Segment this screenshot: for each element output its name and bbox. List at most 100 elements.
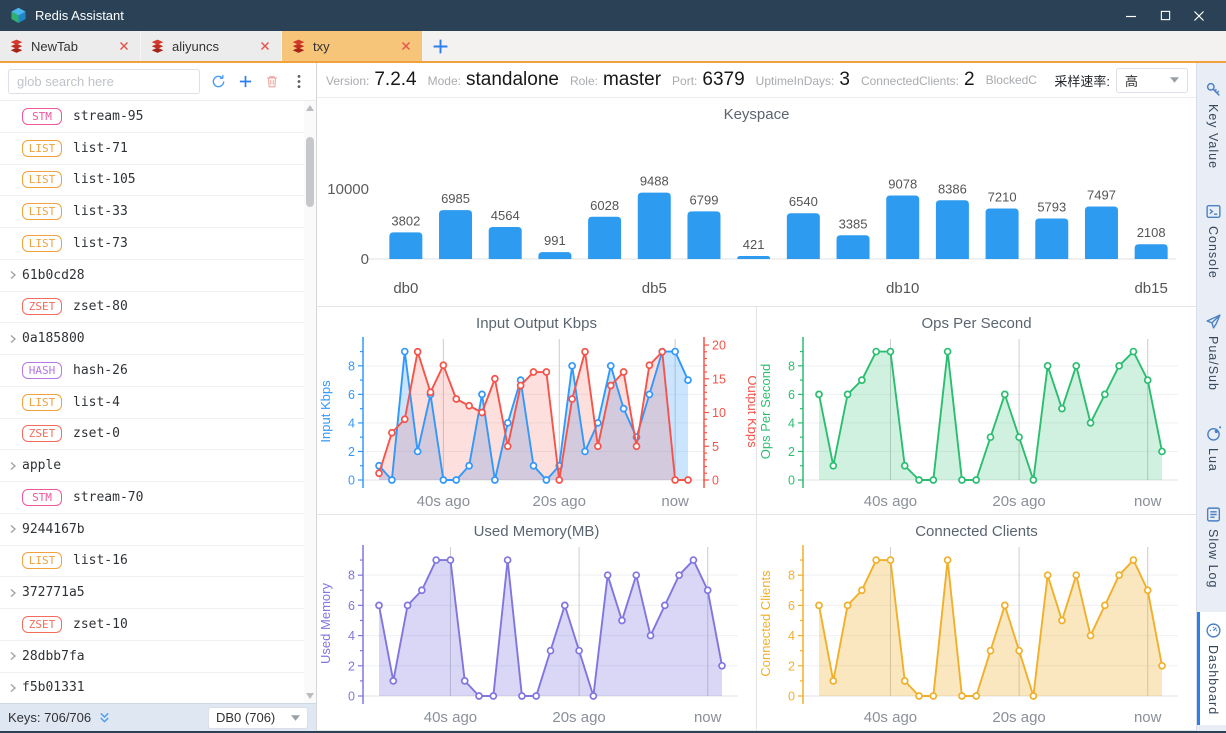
key-name: zset-80 [73, 299, 128, 315]
key-type-badge: STM [22, 488, 62, 506]
delete-icon[interactable] [263, 72, 281, 92]
key-row[interactable]: 28dbb7fa [0, 641, 316, 673]
expand-chevron-icon[interactable] [8, 651, 22, 661]
tab-txy[interactable]: txy [282, 31, 423, 61]
svg-text:40s ago: 40s ago [864, 709, 917, 726]
key-name: 0a185800 [22, 331, 85, 347]
key-type-badge: LIST [22, 171, 62, 189]
key-row[interactable]: ZSET zset-0 [0, 419, 316, 451]
key-row[interactable]: STM stream-95 [0, 101, 316, 133]
svg-text:8: 8 [348, 359, 355, 373]
tab-close-icon[interactable] [258, 39, 272, 53]
expand-chevron-icon[interactable] [8, 461, 22, 471]
svg-text:8386: 8386 [938, 181, 967, 196]
key-name: list-71 [73, 140, 128, 156]
svg-text:now: now [661, 493, 689, 510]
expand-chevron-icon[interactable] [8, 524, 22, 534]
toolbar-item-key-value[interactable]: Key Value [1197, 71, 1226, 179]
key-row[interactable]: 61b0cd28 [0, 260, 316, 292]
tab-aliyuncs[interactable]: aliyuncs [141, 31, 282, 61]
svg-text:0: 0 [712, 474, 719, 488]
svg-text:5: 5 [712, 440, 719, 454]
expand-all-icon[interactable] [98, 711, 111, 724]
db-select[interactable]: DB0 (706) [208, 706, 308, 729]
info-field: Port: 6379 [672, 69, 745, 91]
search-input[interactable] [8, 69, 200, 94]
key-name: list-33 [73, 204, 128, 220]
key-type-badge: HASH [22, 361, 62, 379]
key-row[interactable]: LIST list-105 [0, 165, 316, 197]
scroll-down-arrow-icon[interactable] [306, 693, 314, 699]
info-field: UptimeInDays: 3 [756, 69, 850, 91]
svg-text:40s ago: 40s ago [417, 493, 470, 510]
close-button[interactable] [1182, 0, 1216, 31]
sample-rate-select[interactable]: 高 [1116, 67, 1188, 93]
key-list-scrollbar[interactable] [304, 101, 316, 703]
key-name: 28dbb7fa [22, 648, 85, 664]
key-row[interactable]: apple [0, 450, 316, 482]
key-row[interactable]: LIST list-73 [0, 228, 316, 260]
info-field: ConnectedClients: 2 [861, 69, 975, 91]
svg-text:Ops Per Second: Ops Per Second [758, 364, 773, 459]
right-toolbar: Key Value Console Pua/Sub Lua Slow Log Dashbo… [1196, 63, 1226, 731]
key-name: stream-70 [73, 489, 144, 505]
toolbar-item-console[interactable]: Console [1197, 193, 1226, 289]
clients-line-chart: 40s ago 20s ago now 0 2 4 6 8 Connected Clients [757, 541, 1196, 730]
info-field-value: 2 [964, 69, 975, 90]
key-row[interactable]: f5b01331 [0, 673, 316, 704]
key-name: list-16 [73, 553, 128, 569]
io-kbps-line-chart: 40s ago 20s ago now 0 2 4 6 8 Input Kbps 0 5 10 15 20… [317, 333, 756, 514]
scrollbar-thumb[interactable] [306, 137, 314, 207]
info-field: Mode: standalone [428, 69, 559, 91]
info-field-value: 3 [839, 69, 850, 90]
expand-chevron-icon[interactable] [8, 270, 22, 280]
svg-text:8: 8 [788, 569, 795, 583]
key-type-badge: STM [22, 107, 62, 125]
svg-text:8: 8 [348, 569, 355, 583]
info-field-label: Role: [569, 74, 598, 88]
toolbar-item-pua-sub[interactable]: Pua/Sub [1197, 303, 1226, 401]
tab-close-icon[interactable] [117, 39, 131, 53]
key-row[interactable]: LIST list-33 [0, 196, 316, 228]
chart-title: Keyspace [723, 106, 790, 123]
scroll-up-arrow-icon[interactable] [306, 105, 314, 111]
server-info-bar: Version: 7.2.4 Mode: standalone Role: master P… [317, 63, 1196, 98]
key-row[interactable]: LIST list-71 [0, 133, 316, 165]
maximize-button[interactable] [1148, 0, 1182, 31]
expand-chevron-icon[interactable] [8, 334, 22, 344]
toolbar-item-slow-log[interactable]: Slow Log [1197, 496, 1226, 598]
key-row[interactable]: 0a185800 [0, 323, 316, 355]
key-row[interactable]: LIST list-4 [0, 387, 316, 419]
tab-close-icon[interactable] [399, 39, 413, 53]
key-row[interactable]: 372771a5 [0, 577, 316, 609]
key-row[interactable]: LIST list-16 [0, 546, 316, 578]
toolbar-item-lua[interactable]: Lua [1197, 415, 1226, 482]
expand-chevron-icon[interactable] [8, 683, 22, 693]
toolbar-item-label: Dashboard [1206, 645, 1220, 716]
svg-text:2: 2 [348, 659, 355, 673]
info-field: Version: 7.2.4 [326, 69, 417, 91]
expand-chevron-icon[interactable] [8, 588, 22, 598]
minimize-button[interactable] [1114, 0, 1148, 31]
io-kbps-chart-panel: Input Output Kbps 40s ago 20s ago now 0 2 4 6 8… [317, 307, 757, 515]
toolbar-item-dashboard[interactable]: Dashboard [1197, 612, 1226, 726]
key-row[interactable]: ZSET zset-80 [0, 292, 316, 324]
svg-text:5793: 5793 [1037, 199, 1066, 214]
svg-text:4564: 4564 [491, 208, 520, 223]
key-row[interactable]: 9244167b [0, 514, 316, 546]
key-row[interactable]: STM stream-70 [0, 482, 316, 514]
caret-down-icon [1170, 77, 1179, 83]
svg-text:4: 4 [788, 416, 795, 430]
add-key-icon[interactable] [236, 72, 254, 92]
key-name: stream-95 [73, 108, 144, 124]
svg-text:9488: 9488 [640, 174, 669, 189]
key-row[interactable]: HASH hash-26 [0, 355, 316, 387]
svg-text:20: 20 [712, 339, 726, 353]
more-options-icon[interactable] [290, 72, 308, 92]
tab-newtab[interactable]: NewTab [0, 31, 141, 61]
svg-text:20s ago: 20s ago [992, 709, 1045, 726]
key-row[interactable]: ZSET zset-10 [0, 609, 316, 641]
new-tab-button[interactable] [423, 31, 457, 61]
svg-text:6985: 6985 [441, 191, 470, 206]
refresh-icon[interactable] [209, 72, 227, 92]
